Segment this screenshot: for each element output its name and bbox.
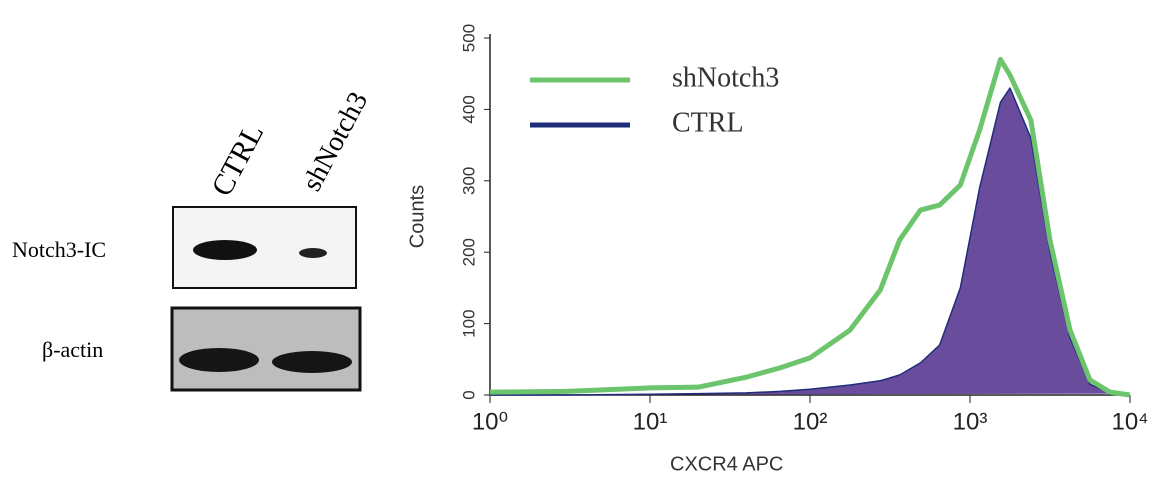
- y-axis-label: Counts: [406, 185, 428, 248]
- lane-label: shNotch3: [296, 87, 374, 196]
- x-tick-label: 10³: [953, 408, 988, 435]
- x-tick-label: 10⁰: [472, 408, 508, 435]
- legend-label: CTRL: [672, 107, 744, 138]
- y-tick-label: 500: [459, 24, 478, 52]
- band: [179, 348, 259, 372]
- figure: CTRL shNotch3 Notch3-IC β-actin 0 100 200 3…: [0, 0, 1157, 480]
- x-tick-label: 10²: [793, 408, 828, 435]
- x-axis-label: CXCR4 APC: [670, 453, 783, 475]
- y-tick-label: 0: [459, 390, 478, 399]
- y-tick-label: 100: [459, 309, 478, 337]
- band: [299, 248, 327, 258]
- x-tick-label: 10⁴: [1111, 408, 1148, 435]
- row-label: β-actin: [42, 337, 103, 362]
- band: [193, 240, 257, 260]
- y-tick-label: 300: [459, 167, 478, 195]
- histogram: 0 100 200 300 400 500 10⁰ 10¹ 10² 10³ 10⁴ CXCR4 APC…: [406, 24, 1148, 475]
- lane-label: CTRL: [205, 118, 270, 201]
- row-label: Notch3-IC: [12, 237, 106, 262]
- blot-panel: [172, 308, 360, 390]
- x-tick-label: 10¹: [633, 408, 668, 435]
- band: [272, 351, 352, 373]
- y-tick-label: 400: [459, 95, 478, 123]
- y-tick-label: 200: [459, 238, 478, 266]
- legend-label: shNotch3: [672, 62, 779, 93]
